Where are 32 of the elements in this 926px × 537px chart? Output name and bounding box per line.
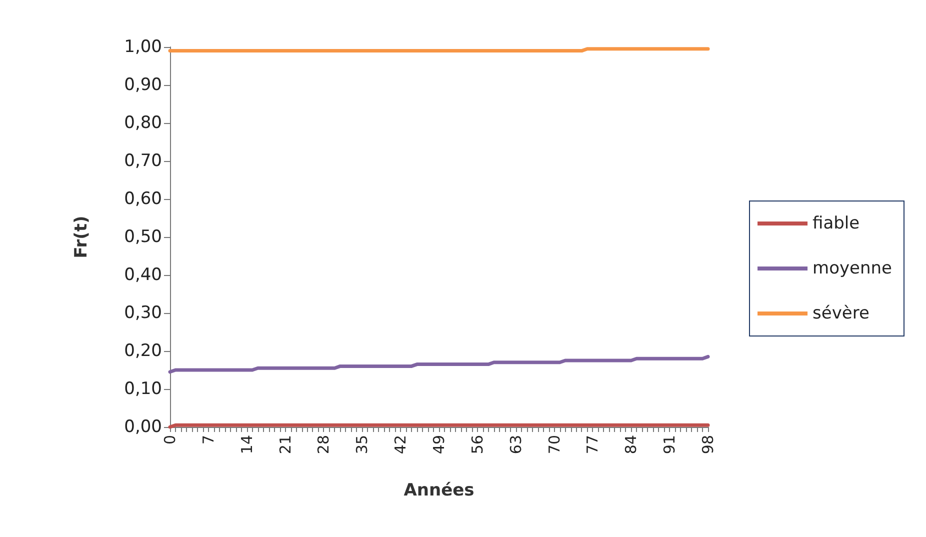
- legend-label: sévère: [812, 304, 870, 324]
- line-series: [168, 354, 710, 374]
- y-tick-label: 0,90: [124, 75, 162, 95]
- x-tick-label: 84: [622, 435, 640, 454]
- x-tick-label: 98: [699, 435, 717, 454]
- x-tick-label: 70: [545, 435, 564, 454]
- x-tick-label: 28: [314, 435, 333, 454]
- x-tick-label: 49: [430, 435, 448, 454]
- y-tick-label: 1,00: [124, 37, 162, 57]
- y-tick-label: 0,20: [124, 341, 162, 361]
- legend-label: fiable: [812, 214, 860, 234]
- y-tick-label: 0,10: [124, 379, 162, 399]
- x-tick-label: 7: [199, 435, 218, 445]
- x-tick-label: 42: [392, 435, 410, 454]
- x-tick-label: 56: [468, 435, 486, 454]
- y-tick-label: 0,30: [124, 303, 162, 323]
- x-tick-label: 63: [506, 435, 525, 454]
- x-tick-label: 21: [276, 435, 294, 454]
- y-tick-label: 0,00: [124, 417, 162, 437]
- x-tick-label: 35: [353, 435, 372, 454]
- y-axis-title: Fr(t): [72, 216, 92, 258]
- y-tick-label: 0,70: [124, 151, 162, 171]
- x-axis-title: Années: [404, 480, 474, 500]
- legend-label: moyenne: [812, 258, 892, 278]
- x-tick-label: 14: [238, 435, 256, 454]
- y-tick-label: 0,40: [124, 265, 162, 285]
- x-tick-label: 91: [660, 435, 679, 454]
- y-tick-label: 0,50: [124, 227, 162, 247]
- y-tick-label: 0,60: [124, 189, 162, 209]
- x-tick-label: 77: [584, 435, 602, 454]
- x-tick-label: 0: [161, 435, 179, 445]
- y-tick-label: 0,80: [124, 113, 162, 133]
